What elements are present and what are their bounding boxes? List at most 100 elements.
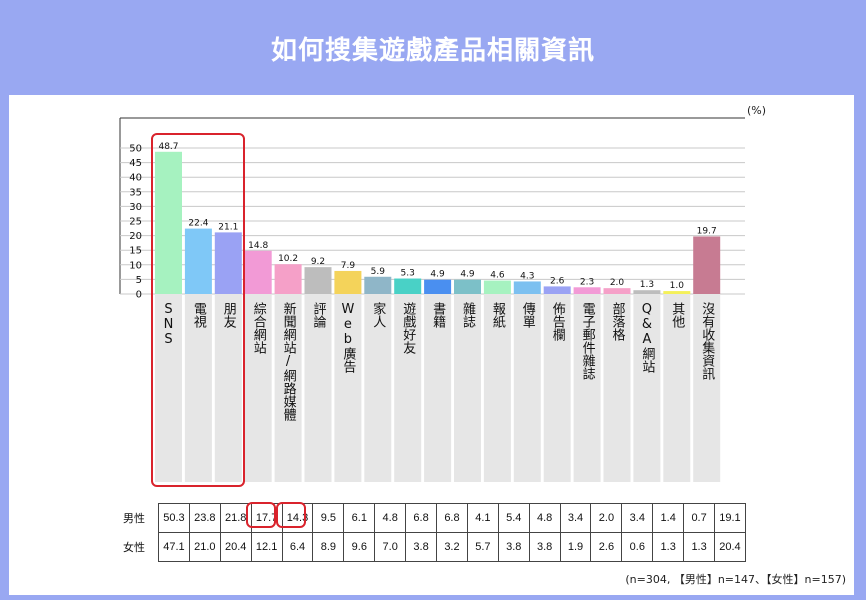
category-column-bg	[693, 294, 721, 482]
bar	[364, 276, 392, 294]
category-column-bg	[304, 294, 332, 482]
category-column-bg	[543, 294, 571, 482]
table-cell: 2.6	[590, 532, 623, 562]
table-cell: 0.7	[683, 503, 716, 533]
category-column-bg	[214, 294, 242, 482]
bar	[394, 278, 422, 294]
y-tick-label: 5	[136, 275, 142, 286]
bar	[424, 279, 452, 294]
table-cell: 3.8	[528, 532, 561, 562]
data-label: 2.3	[580, 277, 594, 287]
table-cell: 7.0	[374, 532, 407, 562]
table-cell: 3.8	[405, 532, 438, 562]
y-tick-label: 30	[129, 202, 142, 213]
bar	[663, 291, 691, 294]
bar	[483, 280, 511, 294]
gender-row: 男性 50.3 23.8 21.8 17.7 14.3 9.5 6.1 4.8 6.8 6.8 4.1…	[110, 503, 746, 533]
category-column-bg	[244, 294, 272, 482]
y-tick-label: 40	[129, 173, 142, 184]
data-label: 10.2	[278, 254, 298, 264]
table-cell: 1.4	[652, 503, 685, 533]
gender-row: 女性 47.1 21.0 20.4 12.1 6.4 8.9 9.6 7.0 3.8 3.2 5.7 3…	[110, 532, 746, 562]
category-column-bg	[274, 294, 302, 482]
table-cell: 14.3	[281, 503, 314, 533]
table-cell: 1.3	[683, 532, 716, 562]
data-label: 4.6	[490, 271, 505, 281]
y-tick-label: 15	[129, 246, 142, 257]
page-title: 如何搜集遊戲產品相關資訊	[270, 36, 595, 66]
table-cell: 47.1	[158, 532, 190, 562]
category-column-bg	[454, 294, 481, 482]
table-cell: 3.4	[559, 503, 592, 533]
category-label: 部落格	[610, 302, 626, 341]
category-column-bg	[633, 294, 661, 482]
bar	[573, 287, 601, 294]
bar	[274, 264, 302, 294]
y-tick-label: 20	[129, 231, 142, 242]
data-label: 5.3	[401, 269, 415, 279]
table-cell: 6.8	[436, 503, 468, 533]
y-tick-label: 50	[129, 144, 142, 155]
data-label: 2.0	[610, 278, 625, 288]
table-cell: 23.8	[188, 503, 221, 533]
category-label: 綜合網站	[251, 302, 267, 354]
category-column-bg	[424, 294, 452, 482]
bar	[513, 281, 541, 294]
data-label: 4.9	[460, 270, 475, 280]
category-column-bg	[184, 294, 212, 482]
table-cell: 50.3	[158, 503, 190, 533]
table-cell: 4.8	[528, 503, 561, 533]
y-tick-label: 45	[129, 158, 142, 169]
table-cell: 3.8	[497, 532, 530, 562]
bar	[543, 286, 571, 294]
bar	[155, 151, 182, 294]
category-label: 報紙	[490, 302, 506, 329]
category-column-bg	[603, 294, 631, 482]
table-cell: 6.8	[405, 503, 438, 533]
data-label: 1.3	[640, 280, 654, 290]
data-label: 7.9	[341, 261, 356, 271]
category-column-bg	[364, 294, 392, 482]
bar	[214, 232, 242, 294]
table-cell: 9.5	[312, 503, 345, 533]
table-cell: 21.0	[188, 532, 221, 562]
bar	[334, 270, 362, 294]
bar	[693, 236, 721, 294]
category-column-bg	[483, 294, 511, 482]
category-label: 新聞網站/網路媒體	[281, 301, 297, 421]
category-label: Q&A網站	[639, 302, 655, 373]
table-cell: 1.9	[559, 532, 592, 562]
data-label: 21.1	[218, 222, 238, 232]
data-label: 14.8	[248, 241, 268, 251]
data-label: 9.2	[311, 257, 325, 267]
data-label: 48.7	[158, 142, 178, 152]
bar	[603, 288, 631, 294]
table-cell: 6.1	[343, 503, 376, 533]
gender-table: 男性 50.3 23.8 21.8 17.7 14.3 9.5 6.1 4.8 6.8 6.8 4.1…	[110, 503, 746, 562]
data-label: 4.3	[520, 271, 534, 281]
data-label: 22.4	[188, 219, 208, 229]
table-cell: 19.1	[714, 503, 746, 533]
y-tick-label: 0	[136, 290, 142, 301]
bar	[244, 250, 272, 294]
category-label: 評論	[311, 302, 327, 328]
category-column-bg	[663, 294, 691, 482]
category-label: 家人	[370, 301, 386, 328]
table-cell: 6.4	[281, 532, 314, 562]
bar	[454, 279, 481, 294]
table-cell: 4.1	[466, 503, 499, 533]
table-cell: 5.7	[466, 532, 499, 562]
y-tick-label: 35	[129, 187, 142, 198]
category-label: 遊戲好友	[400, 302, 416, 354]
bar	[184, 228, 212, 294]
category-column-bg	[155, 294, 182, 482]
category-label: 朋友	[221, 302, 237, 328]
table-cell: 5.4	[497, 503, 530, 533]
table-cell: 8.9	[312, 532, 345, 562]
table-cell: 20.4	[714, 532, 746, 562]
data-label: 1.0	[670, 281, 685, 291]
highlight-box-male-14-3	[276, 502, 306, 528]
table-cell: 12.1	[250, 532, 283, 562]
table-cell: 3.4	[621, 503, 654, 533]
category-column-bg	[573, 294, 601, 482]
